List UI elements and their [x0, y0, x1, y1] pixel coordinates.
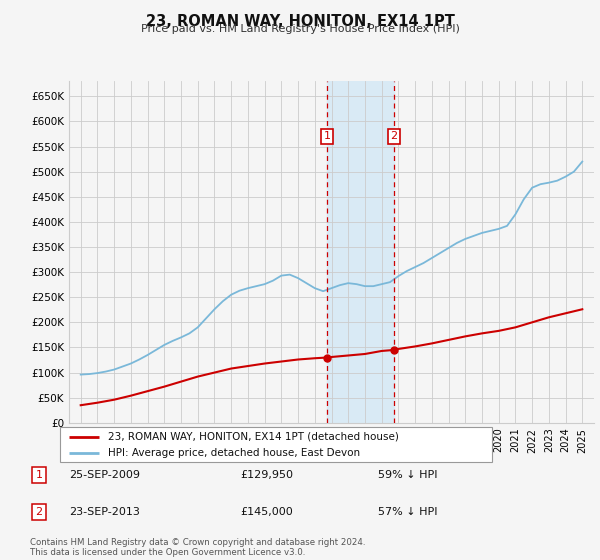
Text: 2: 2: [35, 507, 43, 517]
Text: 2: 2: [391, 132, 397, 142]
Text: 57% ↓ HPI: 57% ↓ HPI: [378, 507, 437, 517]
Text: 1: 1: [323, 132, 331, 142]
Text: 25-SEP-2009: 25-SEP-2009: [69, 470, 140, 480]
Text: HPI: Average price, detached house, East Devon: HPI: Average price, detached house, East…: [107, 447, 359, 458]
Text: 23, ROMAN WAY, HONITON, EX14 1PT: 23, ROMAN WAY, HONITON, EX14 1PT: [146, 14, 454, 29]
Bar: [327, 81, 394, 423]
FancyBboxPatch shape: [60, 427, 492, 462]
Text: £129,950: £129,950: [240, 470, 293, 480]
Text: £145,000: £145,000: [240, 507, 293, 517]
Text: 23-SEP-2013: 23-SEP-2013: [69, 507, 140, 517]
Text: Price paid vs. HM Land Registry's House Price Index (HPI): Price paid vs. HM Land Registry's House …: [140, 24, 460, 34]
Text: 59% ↓ HPI: 59% ↓ HPI: [378, 470, 437, 480]
Text: 1: 1: [35, 470, 43, 480]
Text: 23, ROMAN WAY, HONITON, EX14 1PT (detached house): 23, ROMAN WAY, HONITON, EX14 1PT (detach…: [107, 432, 398, 442]
Text: Contains HM Land Registry data © Crown copyright and database right 2024.
This d: Contains HM Land Registry data © Crown c…: [30, 538, 365, 557]
